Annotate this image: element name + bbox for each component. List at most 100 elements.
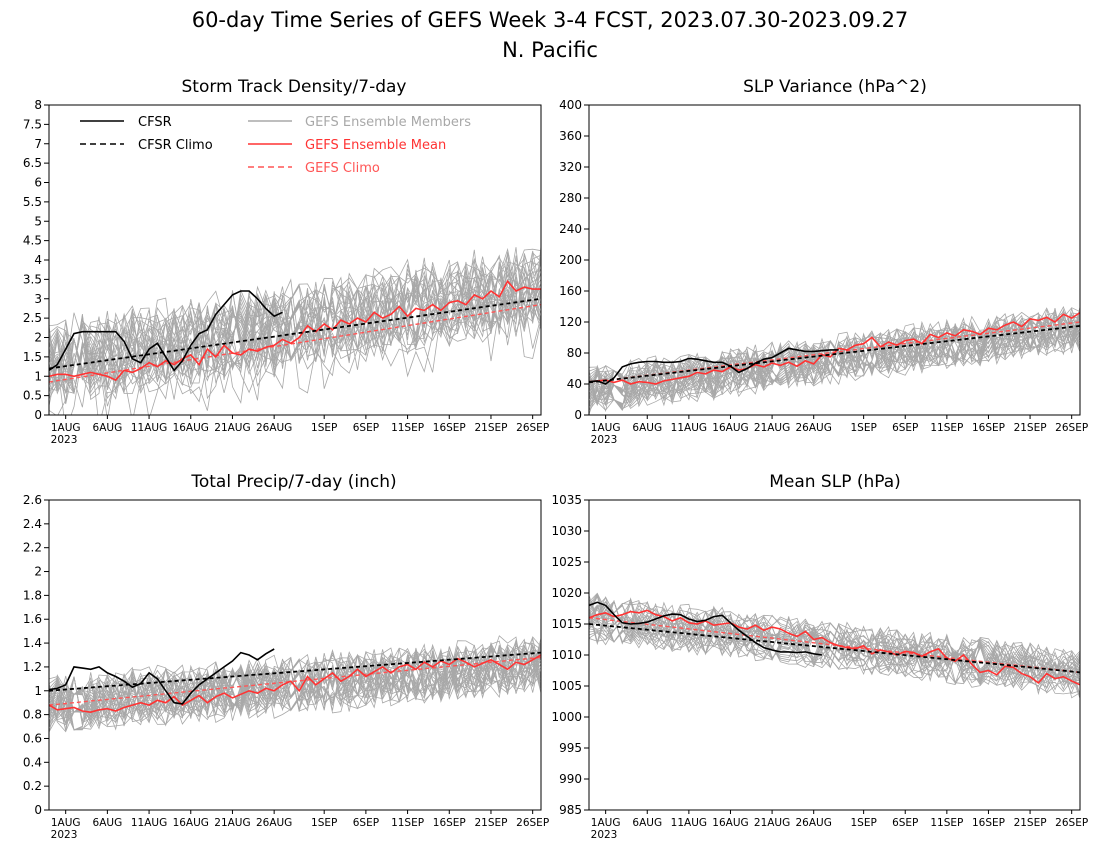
figure-title: 60-day Time Series of GEFS Week 3-4 FCST… (192, 8, 909, 32)
y-tick-label: 1000 (551, 710, 582, 724)
ensemble-member-line (589, 313, 1080, 405)
y-tick-label: 1030 (551, 524, 582, 538)
y-tick-label: 1 (34, 684, 42, 698)
ensemble-member-line (49, 249, 541, 385)
cfsr-climo-line (49, 651, 541, 692)
x-tick-label: 6AUG (632, 422, 662, 434)
y-tick-label: 5 (34, 214, 42, 228)
y-tick-label: 1025 (551, 555, 582, 569)
y-tick-label: 985 (559, 803, 582, 817)
cfsr-climo-line (589, 623, 1080, 674)
x-tick-label: 11AUG (671, 817, 707, 829)
x-tick-label: 16SEP (972, 422, 1005, 434)
x-year-label: 2023 (51, 829, 78, 841)
x-tick-label: 1SEP (850, 422, 876, 434)
y-tick-label: 0.8 (23, 708, 42, 722)
x-tick-label: 26SEP (1055, 422, 1088, 434)
y-tick-label: 0.6 (23, 731, 42, 745)
y-tick-label: 990 (559, 772, 582, 786)
y-tick-label: 1005 (551, 679, 582, 693)
x-tick-label: 1SEP (311, 817, 337, 829)
x-tick-label: 21AUG (214, 422, 250, 434)
x-tick-label: 16SEP (433, 817, 466, 829)
x-tick-label: 6SEP (353, 817, 379, 829)
ensemble-member-line (49, 247, 541, 390)
ensemble-member-line (589, 609, 1080, 687)
panel-storm-track-density: Storm Track Density/7-day 0 0.5 1 1.5 2 2.5 3 3… (23, 77, 549, 446)
x-tick-label: 6SEP (353, 422, 379, 434)
legend-label-mean: GEFS Ensemble Mean (305, 138, 446, 153)
y-tick-label: 2.5 (23, 311, 42, 325)
plot-frame (48, 499, 542, 811)
panel-title: SLP Variance (hPa^2) (743, 77, 927, 97)
ensemble-mean-line (49, 279, 541, 382)
y-tick-label: 1.5 (23, 350, 42, 364)
x-tick-label: 11SEP (930, 817, 963, 829)
y-tick-label: 240 (559, 222, 582, 236)
panel-title: Mean SLP (hPa) (769, 472, 901, 492)
ensemble-member-line (49, 641, 541, 722)
plot-area (589, 306, 1080, 415)
legend-label-cfsr: CFSR (138, 115, 172, 130)
panel-total-precip: Total Precip/7-day (inch) 0 0.2 0.4 0.6 0.8 1… (23, 472, 549, 841)
y-tick-label: 0.5 (23, 389, 42, 403)
x-tick-label: 1AUG (591, 817, 621, 829)
x-tick-label: 16AUG (712, 817, 748, 829)
x-tick-label: 21SEP (474, 422, 507, 434)
y-tick-label: 0 (574, 408, 582, 422)
x-tick-label: 21SEP (1014, 817, 1047, 829)
y-tick-label: 7 (34, 137, 42, 151)
cfsr-climo-line (589, 325, 1080, 384)
x-tick-label: 26AUG (796, 817, 832, 829)
cfsr-line (589, 347, 839, 385)
y-tick-label: 160 (559, 284, 582, 298)
y-tick-label: 280 (559, 191, 582, 205)
y-tick-label: 1.2 (23, 660, 42, 674)
x-tick-label: 11AUG (671, 422, 707, 434)
ensemble-mean-line (49, 654, 541, 714)
y-tick-label: 1.4 (23, 636, 42, 650)
x-tick-label: 16SEP (972, 817, 1005, 829)
ensemble-member-line (589, 616, 1080, 693)
ensemble-member-line (49, 643, 541, 728)
x-tick-label: 6SEP (892, 422, 918, 434)
ensemble-mean-line (589, 609, 1080, 686)
y-tick-label: 0.4 (23, 755, 42, 769)
x-tick-label: 6SEP (892, 817, 918, 829)
y-tick-label: 3 (34, 292, 42, 306)
y-tick-label: 995 (559, 741, 582, 755)
x-tick-label: 26AUG (256, 422, 292, 434)
ensemble-member-line (49, 287, 541, 415)
x-tick-label: 1SEP (850, 817, 876, 829)
x-year-label: 2023 (51, 434, 78, 446)
panel-title: Storm Track Density/7-day (182, 77, 407, 97)
ensemble-member-line (589, 619, 1080, 694)
y-tick-label: 3.5 (23, 272, 42, 286)
x-tick-label: 21AUG (754, 817, 790, 829)
ensemble-member-line (49, 635, 541, 725)
x-tick-label: 11SEP (391, 817, 424, 829)
plot-area (589, 592, 1080, 699)
x-tick-label: 26AUG (256, 817, 292, 829)
y-tick-label: 400 (559, 98, 582, 112)
x-tick-label: 11SEP (930, 422, 963, 434)
plot-area (49, 635, 541, 733)
x-tick-label: 6AUG (632, 817, 662, 829)
x-tick-label: 26SEP (516, 817, 549, 829)
y-tick-label: 4 (34, 253, 42, 267)
x-tick-label: 11AUG (131, 422, 167, 434)
y-tick-label: 1015 (551, 617, 582, 631)
y-tick-label: 1.8 (23, 588, 42, 602)
cfsr-line (49, 648, 275, 705)
legend-label-gefs-climo: GEFS Climo (305, 161, 380, 176)
ensemble-mean-line (589, 312, 1080, 385)
y-tick-label: 2.4 (23, 517, 42, 531)
y-tick-label: 0.2 (23, 779, 42, 793)
y-tick-label: 7.5 (23, 117, 42, 131)
gefs-climo-line (49, 303, 541, 383)
cfsr-climo-line (49, 297, 541, 370)
x-tick-label: 1SEP (311, 422, 337, 434)
y-tick-label: 0 (34, 803, 42, 817)
gefs-climo-line (49, 656, 541, 706)
y-tick-label: 0 (34, 408, 42, 422)
